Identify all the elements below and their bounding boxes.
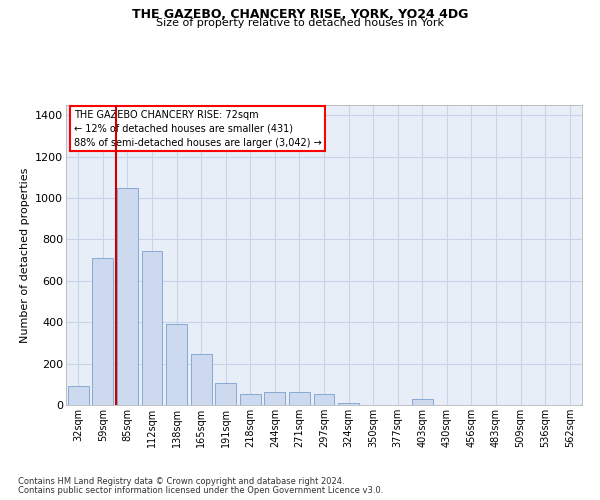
Bar xyxy=(166,324,187,405)
Bar xyxy=(142,251,163,405)
Text: THE GAZEBO CHANCERY RISE: 72sqm
← 12% of detached houses are smaller (431)
88% o: THE GAZEBO CHANCERY RISE: 72sqm ← 12% of… xyxy=(74,110,322,148)
Bar xyxy=(68,386,89,405)
Y-axis label: Number of detached properties: Number of detached properties xyxy=(20,168,29,342)
Bar xyxy=(240,394,261,405)
Bar xyxy=(314,394,334,405)
Bar xyxy=(92,258,113,405)
Text: Size of property relative to detached houses in York: Size of property relative to detached ho… xyxy=(156,18,444,28)
Bar xyxy=(191,354,212,405)
Bar xyxy=(289,392,310,405)
Text: Contains HM Land Registry data © Crown copyright and database right 2024.: Contains HM Land Registry data © Crown c… xyxy=(18,477,344,486)
Bar xyxy=(215,384,236,405)
Text: THE GAZEBO, CHANCERY RISE, YORK, YO24 4DG: THE GAZEBO, CHANCERY RISE, YORK, YO24 4D… xyxy=(132,8,468,20)
Bar xyxy=(265,392,286,405)
Text: Contains public sector information licensed under the Open Government Licence v3: Contains public sector information licen… xyxy=(18,486,383,495)
Bar xyxy=(412,399,433,405)
Bar xyxy=(117,188,138,405)
Bar xyxy=(338,403,359,405)
